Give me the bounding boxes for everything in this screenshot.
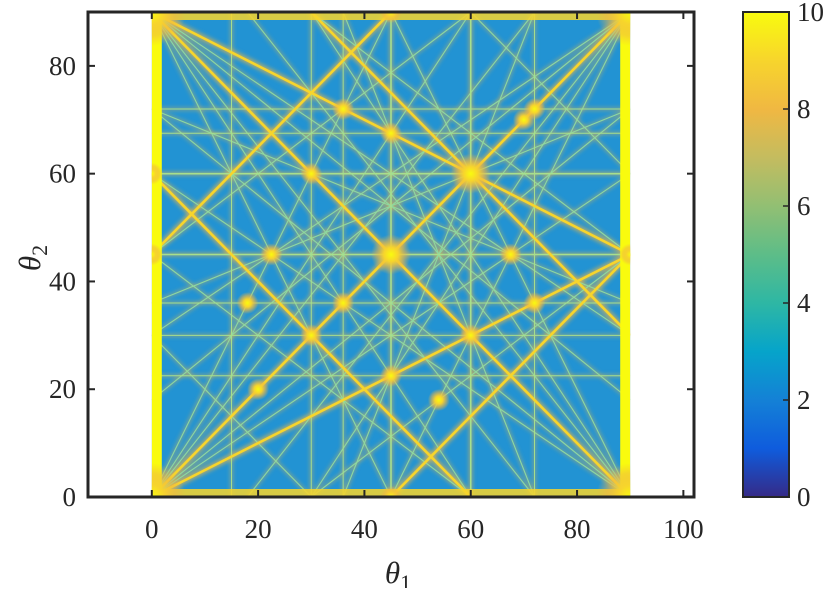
y-tick-label-40: 40	[49, 266, 76, 296]
bright-point-20	[499, 243, 522, 266]
bright-point-24	[247, 378, 270, 401]
bright-point-0	[151, 463, 186, 497]
y-axis-label: θ2	[12, 245, 52, 271]
x-axis-label: θ1	[385, 555, 411, 588]
bright-point-14	[332, 98, 355, 120]
colorbar-tick-label-8: 8	[797, 94, 811, 124]
colorbar-gradient	[742, 11, 790, 498]
y-tick-label-60: 60	[49, 159, 76, 189]
bright-point-21	[300, 324, 323, 347]
bright-point-1	[596, 463, 631, 497]
bright-point-3	[596, 12, 631, 46]
bright-point-22	[236, 292, 259, 314]
colorbar: 0 2 4 6 8 10	[742, 0, 824, 512]
bright-point-4	[371, 234, 411, 275]
bright-point-13	[332, 292, 355, 314]
bright-point-16	[523, 292, 546, 314]
colorbar-tick-label-2: 2	[797, 385, 811, 415]
heatmap-image	[151, 12, 631, 497]
bright-point-8	[151, 243, 163, 266]
x-axis-label-subscript: 1	[400, 570, 411, 588]
bright-point-25	[512, 108, 535, 131]
colorbar-tick-label-6: 6	[797, 191, 811, 221]
bright-point-10	[151, 162, 163, 185]
colorbar-tick-label-0: 0	[797, 482, 811, 512]
x-axis-label-main: θ	[385, 555, 400, 588]
y-axis-ticks: 0 20 40 60 80	[49, 51, 694, 512]
x-tick-label-20: 20	[245, 514, 272, 544]
x-tick-label-60: 60	[457, 514, 484, 544]
bright-point-17	[380, 364, 402, 387]
bright-point-7	[380, 12, 402, 23]
bright-point-9	[619, 243, 631, 266]
y-tick-label-20: 20	[49, 374, 76, 404]
plot-axes	[86, 10, 696, 499]
y-axis-label-main: θ	[12, 256, 47, 271]
y-tick-label-0: 0	[63, 482, 77, 512]
bright-point-5	[450, 153, 491, 194]
bright-point-19	[260, 243, 283, 266]
axes-box	[86, 10, 696, 499]
y-axis-label-subscript: 2	[27, 245, 52, 256]
x-tick-label-100: 100	[663, 514, 704, 544]
bright-point-18	[380, 122, 402, 145]
colorbar-tick-label-10: 10	[797, 0, 824, 27]
colorbar-tick-label-4: 4	[797, 288, 811, 318]
y-tick-label-80: 80	[49, 51, 76, 81]
bright-point-6	[380, 486, 402, 497]
x-tick-label-0: 0	[145, 514, 159, 544]
bright-point-2	[151, 12, 186, 46]
bright-point-12	[459, 324, 482, 347]
bright-point-11	[300, 162, 323, 185]
x-tick-label-40: 40	[351, 514, 378, 544]
x-tick-label-80: 80	[564, 514, 591, 544]
x-axis-ticks: 0 20 40 60 80 100	[145, 12, 704, 544]
bright-point-23	[427, 389, 450, 411]
